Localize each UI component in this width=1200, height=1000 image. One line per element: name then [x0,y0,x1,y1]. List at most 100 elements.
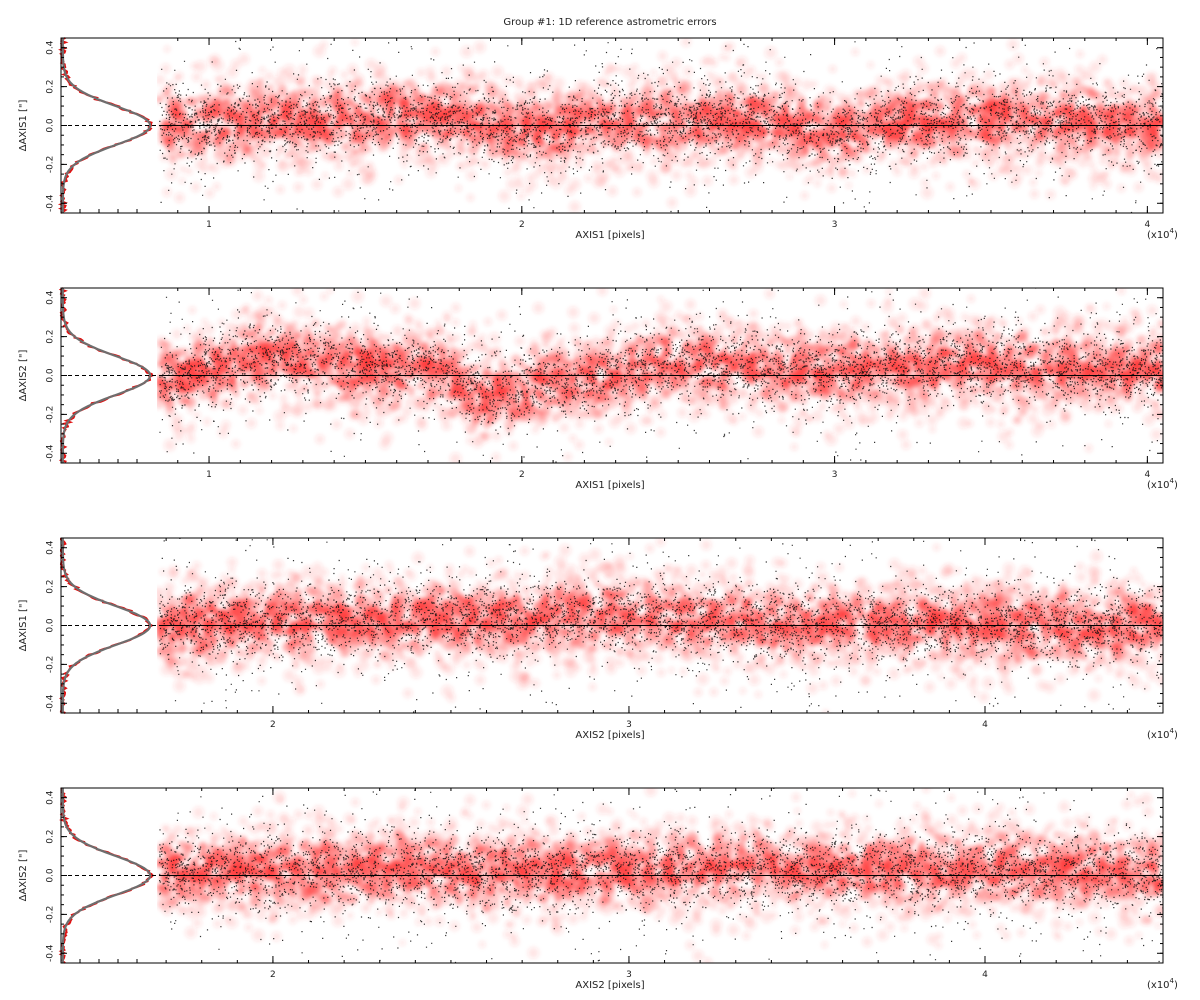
density-blob [303,308,315,319]
density-blob [921,320,932,331]
density-blob [1111,156,1121,167]
density-blob [381,132,390,142]
density-blob [1027,101,1036,110]
density-blob [404,111,414,121]
density-blob [313,144,320,151]
density-blob [990,153,1000,163]
density-blob [596,78,603,86]
density-blob [910,108,917,116]
density-blob [267,95,278,106]
density-blob [745,167,756,178]
density-blob [892,91,903,102]
density-blob [676,330,687,341]
density-blob [940,140,947,147]
density-blob [357,90,367,101]
density-blob [689,177,698,186]
density-blob [875,75,886,86]
density-blob [685,185,697,197]
density-blob [854,90,866,101]
density-blob [718,403,726,411]
density-blob [420,142,429,150]
density-blob [810,80,818,88]
density-blob [1045,78,1055,88]
density-blob [549,113,558,122]
density-blob [545,102,553,110]
density-blob [784,347,792,355]
density-blob [1069,102,1076,110]
density-blob [770,128,779,136]
density-blob [910,163,919,172]
density-blob [623,134,630,141]
density-blob [928,157,938,168]
density-blob [900,156,911,167]
density-blob [245,144,256,156]
density-blob [920,163,928,171]
density-blob [971,159,980,168]
density-blob [264,296,273,304]
density-blob [729,122,741,133]
density-blob [797,103,807,113]
density-blob [1013,173,1023,183]
density-blob [179,165,187,173]
density-blob [1047,420,1056,429]
density-blob [909,324,922,337]
density-blob [1021,66,1029,74]
density-blob [679,103,691,115]
density-blob [839,130,849,139]
density-blob [179,177,186,184]
density-blob [814,180,822,187]
density-blob [986,160,995,169]
density-blob [294,168,302,176]
density-blob [935,148,944,157]
density-blob [724,157,736,169]
density-blob [353,73,364,85]
density-blob [596,175,608,187]
density-blob [1091,168,1099,176]
density-blob [1151,170,1162,181]
density-blob [814,168,826,179]
density-blob [834,105,842,113]
density-blob [1094,141,1102,148]
density-blob [883,76,892,85]
density-blob [586,355,597,366]
density-blob [932,172,940,180]
density-blob [972,145,981,154]
density-blob [534,78,545,88]
density-blob [997,430,1010,443]
density-blob [558,172,569,183]
density-blob [607,133,618,144]
density-blob [328,375,338,385]
density-blob [1108,92,1116,100]
density-blob [399,126,410,137]
density-blob [1102,179,1112,189]
density-blob [1076,50,1084,58]
density-blob [563,349,571,357]
density-blob [958,398,970,411]
density-blob [299,295,308,304]
density-blob [532,302,544,314]
density-blob [779,160,790,172]
density-blob [1026,92,1038,104]
density-blob [466,170,477,181]
density-blob [1074,388,1082,396]
density-blob [764,46,777,59]
density-blob [425,166,437,178]
density-blob [259,66,266,74]
x-multiplier: (x104) [1147,227,1178,241]
density-blob [466,194,475,202]
density-blob [329,401,338,411]
density-blob [977,90,986,100]
density-blob [1027,413,1039,424]
density-blob [455,185,462,192]
density-blob [334,161,344,171]
density-blob [177,151,184,159]
density-blob [1001,135,1011,145]
density-blob [1132,316,1142,327]
density-blob [187,422,196,431]
density-blob [883,139,892,148]
density-blob [405,398,413,407]
density-blob [358,414,369,425]
x-axis-label: AXIS1 [pixels] [575,230,644,241]
density-blob [476,102,484,110]
